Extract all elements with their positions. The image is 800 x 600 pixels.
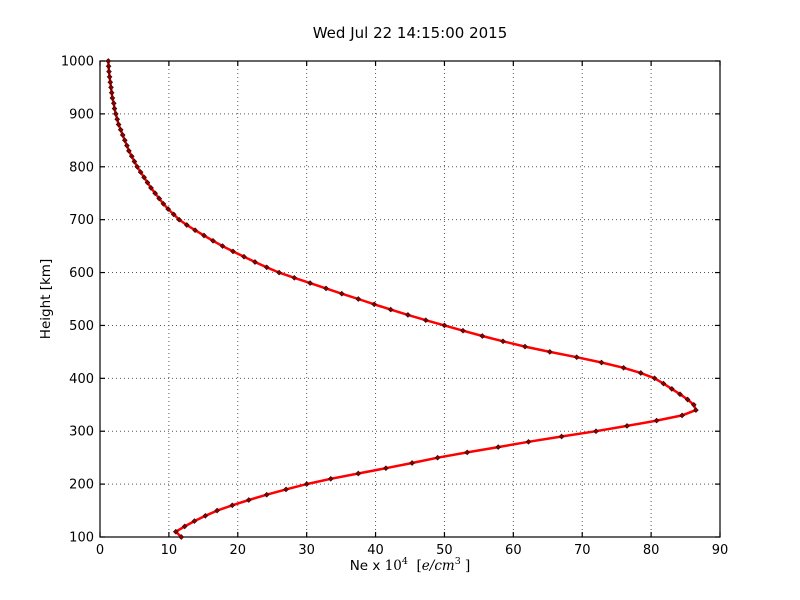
x-tick-label: 60: [505, 543, 522, 558]
x-tick-label: 10: [161, 543, 178, 558]
x-axis-label: Ne x 104 [e/cm3 ]: [100, 556, 720, 574]
x-tick-label: 40: [367, 543, 384, 558]
axes-frame: [99, 60, 721, 538]
x-label-base: 10: [384, 558, 402, 574]
x-tick-label: 50: [436, 543, 453, 558]
x-label-exponent-3: 3: [454, 556, 461, 567]
x-tick-label: 20: [230, 543, 247, 558]
y-tick-label: 300: [69, 425, 94, 440]
y-tick-label: 100: [69, 531, 94, 546]
x-tick-label: 70: [574, 543, 591, 558]
x-label-open-bracket: [: [407, 558, 422, 574]
y-tick-label: 200: [69, 478, 94, 493]
x-tick-label: 30: [298, 543, 315, 558]
y-tick-label: 900: [69, 107, 94, 122]
data-markers-electron-density-profile: [105, 58, 699, 540]
x-label-prefix: Ne x: [349, 558, 385, 574]
axis-ticks: [99, 60, 721, 538]
y-tick-label: 500: [69, 319, 94, 334]
data-line-electron-density-profile: [107, 60, 698, 538]
chart-title: Wed Jul 22 14:15:00 2015: [312, 24, 508, 42]
x-tick-label: 90: [712, 543, 729, 558]
x-tick-label: 0: [96, 543, 104, 558]
y-tick-labels: 100 200 300 400 500 600 700 800 900 1000: [61, 55, 94, 546]
y-tick-label: 400: [69, 372, 94, 387]
x-tick-labels: 0 10 20 30 40 50 60 70 80 90: [96, 543, 728, 558]
gridlines: [100, 61, 720, 537]
y-tick-label: 600: [69, 266, 94, 281]
x-label-close-bracket: ]: [460, 558, 471, 574]
x-label-exponent-4: 4: [401, 556, 408, 567]
x-tick-label: 80: [643, 543, 660, 558]
y-tick-label: 1000: [61, 55, 94, 70]
y-tick-label: 800: [69, 160, 94, 175]
x-label-units: e/cm: [421, 558, 455, 574]
y-tick-label: 700: [69, 213, 94, 228]
